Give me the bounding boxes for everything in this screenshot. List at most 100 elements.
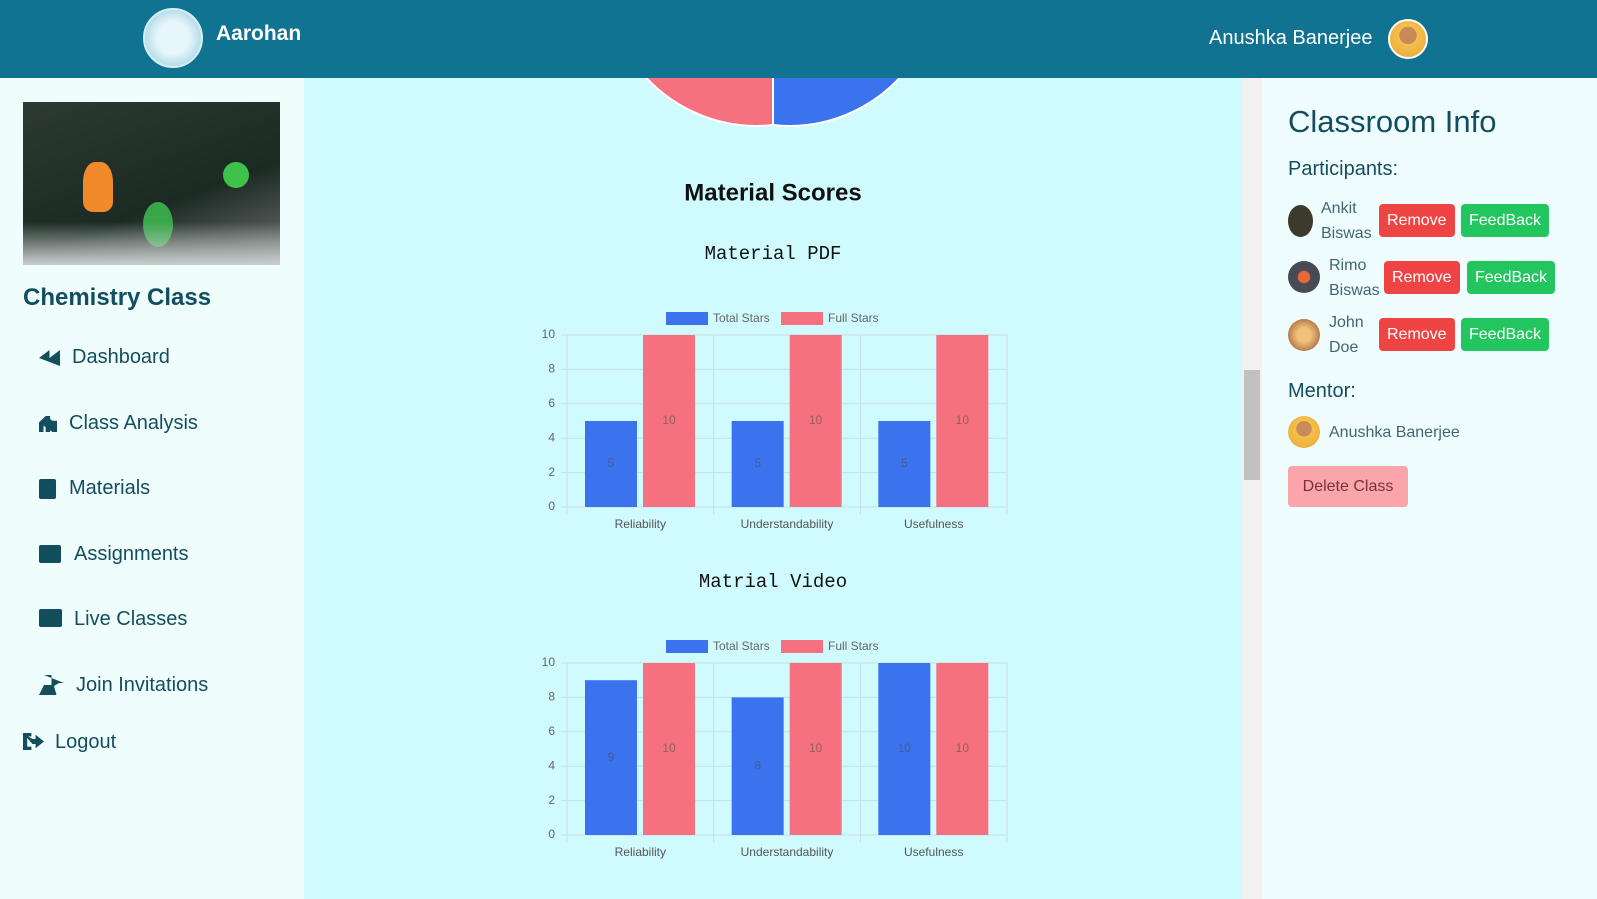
bar-value-label: 10: [809, 413, 823, 427]
legend-label: Full Stars: [828, 639, 879, 653]
y-tick-label: 2: [548, 793, 555, 807]
remove-button[interactable]: Remove: [1384, 261, 1460, 294]
x-tick-label: Understandability: [741, 845, 834, 859]
y-tick-label: 6: [548, 396, 555, 410]
bar-value-label: 8: [754, 758, 761, 772]
nav-item[interactable]: Assignments: [74, 543, 189, 565]
bar: [878, 421, 931, 507]
legend-swatch: [781, 640, 823, 653]
participant-name: Ankit Biswas: [1321, 200, 1372, 242]
bar-value-label: 10: [809, 741, 823, 755]
participant-avatar: [1288, 205, 1313, 237]
x-tick-label: Reliability: [615, 517, 666, 531]
participant-name: John Doe: [1329, 314, 1364, 356]
bar: [585, 421, 637, 507]
user-name[interactable]: Anushka Banerjee: [1209, 27, 1373, 49]
nav-item[interactable]: Materials: [69, 477, 151, 499]
mentor-name: Anushka Banerjee: [1329, 424, 1460, 441]
nav-icon: [39, 545, 61, 563]
bar-value-label: 10: [956, 741, 970, 755]
bar: [936, 335, 989, 507]
chart-title: Matrial Video: [699, 571, 847, 593]
x-tick-label: Usefulness: [904, 517, 963, 531]
nav-item[interactable]: Dashboard: [72, 346, 170, 368]
feedback-button[interactable]: FeedBack: [1467, 261, 1556, 294]
nav-icon: [23, 733, 44, 750]
participant-name: Rimo Biswas: [1329, 257, 1380, 299]
pie-slice: [772, 78, 901, 127]
bar: [878, 663, 931, 835]
participants-label: Participants:: [1288, 158, 1399, 180]
bar-value-label: 10: [662, 741, 676, 755]
bar: [643, 335, 695, 507]
y-tick-label: 0: [548, 827, 555, 841]
feedback-button[interactable]: FeedBack: [1461, 204, 1550, 237]
y-tick-label: 8: [548, 690, 555, 704]
user-avatar[interactable]: [1388, 19, 1428, 59]
delete-class-button[interactable]: Delete Class: [1288, 466, 1408, 507]
sidebar: Chemistry Class Dashboard Class Analysis…: [0, 78, 304, 899]
nav-icon: [39, 609, 62, 627]
bar-value-label: 10: [956, 413, 970, 427]
bar-value-label: 5: [754, 456, 761, 470]
y-tick-label: 4: [548, 430, 555, 444]
legend-swatch: [666, 312, 708, 325]
mentor-label: Mentor:: [1288, 380, 1356, 402]
y-tick-label: 10: [542, 655, 556, 669]
nav-icon: [39, 675, 64, 695]
main-content: Material Scores Material PDF Total Stars F…: [304, 78, 1242, 899]
bar: [731, 697, 784, 835]
y-tick-label: 4: [548, 758, 555, 772]
remove-button[interactable]: Remove: [1379, 318, 1455, 351]
header: Aarohan Anushka Banerjee: [0, 0, 1597, 78]
x-tick-label: Usefulness: [904, 845, 963, 859]
nav-item[interactable]: Live Classes: [74, 608, 188, 630]
mentor-avatar: [1288, 416, 1320, 448]
bar-value-label: 5: [608, 456, 615, 470]
class-image: [23, 102, 280, 265]
bar: [643, 663, 695, 835]
y-tick-label: 8: [548, 362, 555, 376]
section-title: Material Scores: [684, 179, 861, 206]
legend-label: Full Stars: [828, 311, 879, 325]
scrollbar[interactable]: [1242, 78, 1262, 899]
nav-item[interactable]: Logout: [55, 731, 117, 753]
brand[interactable]: Aarohan: [216, 22, 302, 45]
x-tick-label: Understandability: [741, 517, 834, 531]
y-tick-label: 0: [548, 499, 555, 513]
bar: [936, 663, 989, 835]
class-name: Chemistry Class: [23, 284, 212, 311]
bar: [789, 335, 842, 507]
bar: [585, 680, 637, 835]
scroll-thumb[interactable]: [1244, 370, 1260, 480]
legend-label: Total Stars: [713, 639, 770, 653]
y-tick-label: 10: [542, 327, 556, 341]
participant-avatar: [1288, 319, 1320, 351]
panel-title: Classroom Info: [1288, 104, 1497, 139]
feedback-button[interactable]: FeedBack: [1461, 318, 1550, 351]
y-tick-label: 2: [548, 465, 555, 479]
legend-swatch: [666, 640, 708, 653]
nav-item[interactable]: Join Invitations: [76, 674, 209, 696]
right-panel: Classroom Info Participants: Ankit Biswa…: [1262, 78, 1597, 899]
legend-label: Total Stars: [713, 311, 770, 325]
remove-button[interactable]: Remove: [1379, 204, 1455, 237]
nav-icon: [39, 416, 57, 432]
nav-item[interactable]: Class Analysis: [69, 412, 198, 434]
bar: [789, 663, 842, 835]
bar-value-label: 9: [608, 750, 615, 764]
chart-title: Material PDF: [705, 243, 842, 265]
legend-swatch: [781, 312, 823, 325]
x-tick-label: Reliability: [615, 845, 666, 859]
nav-icon: [39, 479, 56, 499]
nav-icon: [39, 350, 60, 366]
bar-value-label: 10: [898, 741, 912, 755]
bar-value-label: 5: [901, 456, 908, 470]
logo[interactable]: [143, 8, 203, 68]
bar: [731, 421, 784, 507]
pie-slice: [645, 78, 774, 127]
y-tick-label: 6: [548, 724, 555, 738]
participant-avatar: [1288, 261, 1320, 293]
bar-value-label: 10: [662, 413, 676, 427]
